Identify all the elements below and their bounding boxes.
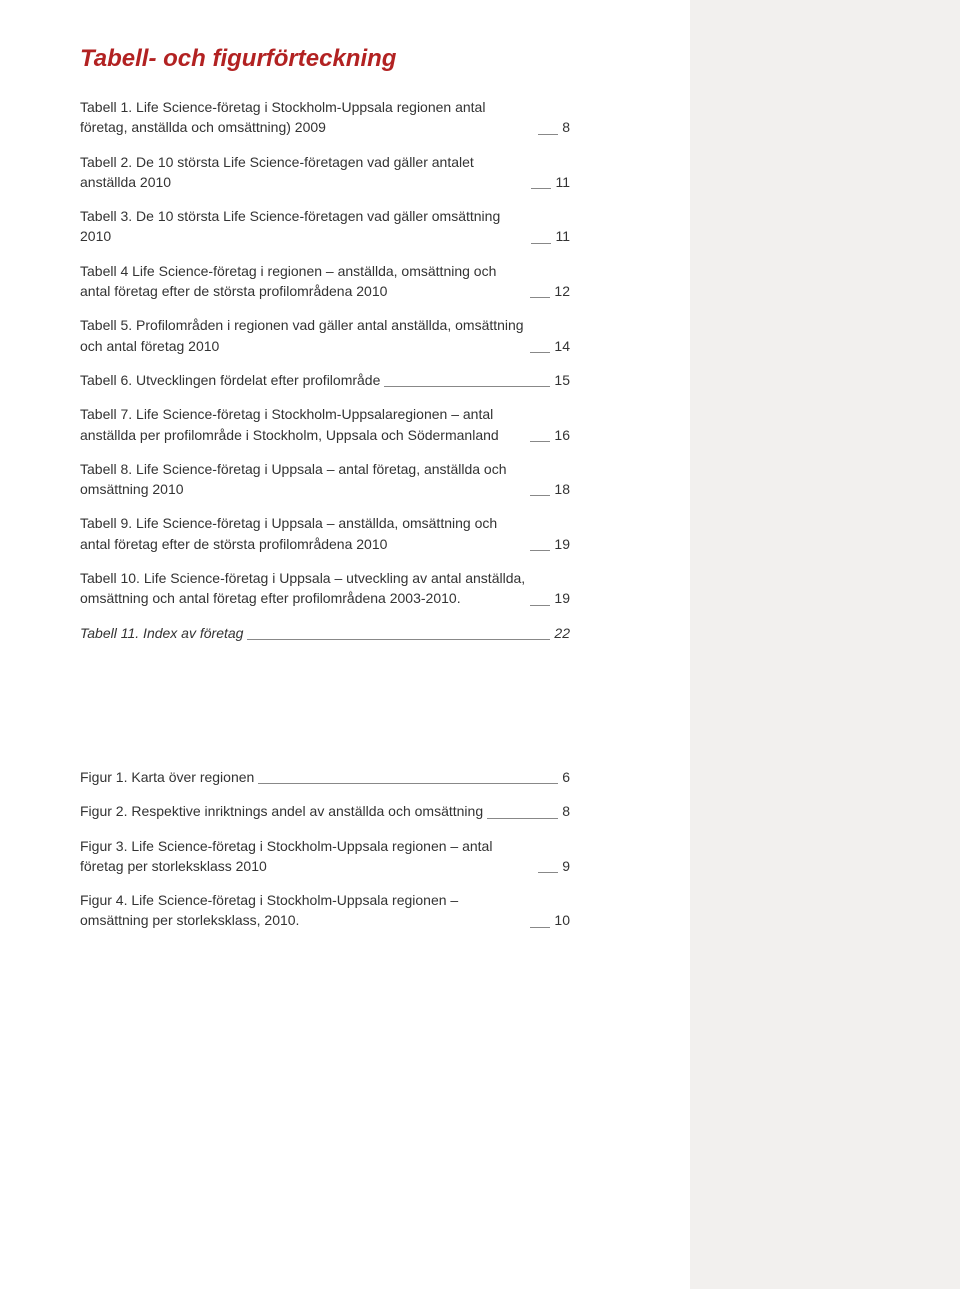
tabell-page: 18 xyxy=(554,479,570,499)
figur-page: 6 xyxy=(562,767,570,787)
tabell-label: Tabell 9. Life Science-företag i Uppsala… xyxy=(80,513,526,554)
tabell-entry: Tabell 10. Life Science-företag i Uppsal… xyxy=(80,568,570,609)
tabell-entry: Tabell 1. Life Science-företag i Stockho… xyxy=(80,97,570,138)
tabell-label: Tabell 5. Profilområden i regionen vad g… xyxy=(80,315,526,356)
tabell-entry: Tabell 11. Index av företag 22 xyxy=(80,623,570,643)
tabell-label: Tabell 2. De 10 största Life Science-för… xyxy=(80,152,527,193)
leader-line xyxy=(487,818,558,819)
leader-line xyxy=(538,134,558,135)
leader-line xyxy=(531,188,551,189)
leader-line xyxy=(530,927,550,928)
tabell-label: Tabell 10. Life Science-företag i Uppsal… xyxy=(80,568,526,609)
figur-entry: Figur 3. Life Science-företag i Stockhol… xyxy=(80,836,570,877)
figur-list: Figur 1. Karta över regionen 6 Figur 2. Re… xyxy=(80,767,570,931)
tabell-entry: Tabell 9. Life Science-företag i Uppsala… xyxy=(80,513,570,554)
figur-entry: Figur 2. Respektive inriktnings andel av… xyxy=(80,801,570,821)
leader-line xyxy=(530,297,550,298)
figur-entry: Figur 4. Life Science-företag i Stockhol… xyxy=(80,890,570,931)
figur-page: 10 xyxy=(554,910,570,930)
leader-line xyxy=(384,386,550,387)
leader-line xyxy=(538,872,558,873)
leader-line xyxy=(530,605,550,606)
tabell-entry: Tabell 2. De 10 största Life Science-för… xyxy=(80,152,570,193)
leader-line xyxy=(247,639,550,640)
tabell-label: Tabell 3. De 10 största Life Science-för… xyxy=(80,206,527,247)
tabell-label: Tabell 6. Utvecklingen fördelat efter pr… xyxy=(80,370,380,390)
tabell-entry: Tabell 7. Life Science-företag i Stockho… xyxy=(80,404,570,445)
tabell-list: Tabell 1. Life Science-företag i Stockho… xyxy=(80,97,570,643)
tabell-page: 16 xyxy=(554,425,570,445)
sidebar-strip xyxy=(690,0,960,1289)
tabell-page: 11 xyxy=(555,226,570,246)
tabell-label: Tabell 7. Life Science-företag i Stockho… xyxy=(80,404,526,445)
tabell-label: Tabell 4 Life Science-företag i regionen… xyxy=(80,261,526,302)
leader-line xyxy=(258,783,558,784)
tabell-page: 19 xyxy=(554,588,570,608)
tabell-entry: Tabell 5. Profilområden i regionen vad g… xyxy=(80,315,570,356)
tabell-entry: Tabell 6. Utvecklingen fördelat efter pr… xyxy=(80,370,570,390)
figur-label: Figur 2. Respektive inriktnings andel av… xyxy=(80,801,483,821)
figur-page: 8 xyxy=(562,801,570,821)
tabell-entry: Tabell 3. De 10 största Life Science-för… xyxy=(80,206,570,247)
tabell-entry: Tabell 4 Life Science-företag i regionen… xyxy=(80,261,570,302)
tabell-page: 8 xyxy=(562,117,570,137)
tabell-page: 11 xyxy=(555,172,570,192)
leader-line xyxy=(530,441,550,442)
tabell-entry: Tabell 8. Life Science-företag i Uppsala… xyxy=(80,459,570,500)
tabell-page: 12 xyxy=(554,281,570,301)
figur-page: 9 xyxy=(562,856,570,876)
tabell-page: 14 xyxy=(554,336,570,356)
figur-label: Figur 4. Life Science-företag i Stockhol… xyxy=(80,890,526,931)
leader-line xyxy=(530,550,550,551)
tabell-label: Tabell 11. Index av företag xyxy=(80,623,243,643)
figur-label: Figur 1. Karta över regionen xyxy=(80,767,254,787)
figur-label: Figur 3. Life Science-företag i Stockhol… xyxy=(80,836,534,877)
leader-line xyxy=(530,495,550,496)
tabell-page: 22 xyxy=(554,623,570,643)
tabell-label: Tabell 8. Life Science-företag i Uppsala… xyxy=(80,459,526,500)
tabell-page: 19 xyxy=(554,534,570,554)
leader-line xyxy=(531,243,551,244)
leader-line xyxy=(530,352,550,353)
tabell-label: Tabell 1. Life Science-företag i Stockho… xyxy=(80,97,534,138)
figur-entry: Figur 1. Karta över regionen 6 xyxy=(80,767,570,787)
tabell-page: 15 xyxy=(554,370,570,390)
